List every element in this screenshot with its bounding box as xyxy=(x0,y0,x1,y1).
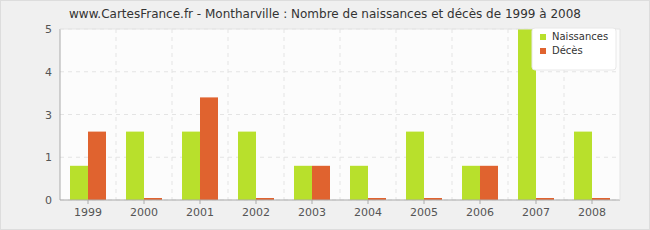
grid-line-vertical xyxy=(508,29,509,200)
legend-label: Décès xyxy=(552,45,583,56)
x-tick xyxy=(200,200,201,204)
grid-line-vertical xyxy=(452,29,453,200)
bar xyxy=(238,132,256,200)
x-tick xyxy=(88,200,89,204)
grid-line-vertical xyxy=(116,29,117,200)
background xyxy=(0,0,650,230)
title: www.CartesFrance.fr - Montharville : Nom… xyxy=(69,7,581,21)
x-tick xyxy=(312,200,313,204)
grid-line-vertical xyxy=(284,29,285,200)
legend-label: Naissances xyxy=(552,31,608,42)
y-tick-label: 4 xyxy=(45,66,52,79)
legend-swatch xyxy=(540,48,546,54)
bar xyxy=(200,97,218,200)
x-tick-label: 2001 xyxy=(186,206,214,219)
outer-frame xyxy=(1,1,650,230)
legend-box xyxy=(532,28,616,70)
y-tick-label: 3 xyxy=(45,109,52,122)
bar xyxy=(480,166,498,200)
grid-line-vertical xyxy=(172,29,173,200)
bar xyxy=(312,166,330,200)
x-tick xyxy=(592,200,593,204)
bar xyxy=(126,132,144,200)
legend: Naissances Décès xyxy=(532,28,616,70)
grid-line-vertical xyxy=(340,29,341,200)
y-tick-label: 0 xyxy=(45,194,52,207)
x-tick-label: 2006 xyxy=(466,206,494,219)
legend-swatch xyxy=(540,34,546,40)
x-tick-label: 2008 xyxy=(578,206,606,219)
bar xyxy=(574,132,592,200)
bar xyxy=(70,166,88,200)
bars xyxy=(70,29,610,200)
x-tick xyxy=(536,200,537,204)
bar xyxy=(350,166,368,200)
y-tick-label: 1 xyxy=(45,151,52,164)
plot-frame-right xyxy=(620,29,621,200)
y-axis xyxy=(60,29,61,200)
bar xyxy=(462,166,480,200)
chart-svg: www.CartesFrance.fr - Montharville : Nom… xyxy=(0,0,650,230)
x-tick-label: 2000 xyxy=(130,206,158,219)
x-tick-label: 2005 xyxy=(410,206,438,219)
x-tick-label: 1999 xyxy=(74,206,102,219)
grid-line-vertical xyxy=(396,29,397,200)
x-tick-label: 2003 xyxy=(298,206,326,219)
x-tick xyxy=(256,200,257,204)
x-tick-label: 2004 xyxy=(354,206,382,219)
bar xyxy=(88,132,106,200)
x-tick-label: 2002 xyxy=(242,206,270,219)
grid-line-vertical xyxy=(228,29,229,200)
chart-container: www.CartesFrance.fr - Montharville : Nom… xyxy=(0,0,650,230)
x-tick xyxy=(480,200,481,204)
x-tick xyxy=(368,200,369,204)
bar xyxy=(406,132,424,200)
x-tick xyxy=(144,200,145,204)
bar xyxy=(294,166,312,200)
plot-area xyxy=(60,29,620,200)
bar xyxy=(182,132,200,200)
y-tick-label: 5 xyxy=(45,23,52,36)
x-tick xyxy=(424,200,425,204)
x-tick-label: 2007 xyxy=(522,206,550,219)
